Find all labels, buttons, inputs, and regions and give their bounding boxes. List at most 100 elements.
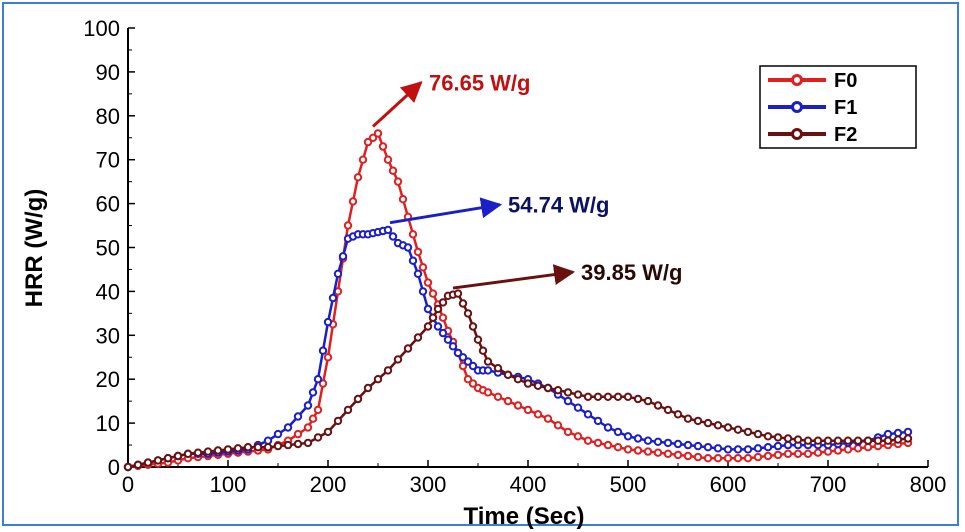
- data-point-f1: [333, 269, 343, 278]
- data-point-f1: [773, 441, 783, 451]
- x-tick-label: 600: [710, 472, 747, 497]
- data-point-f0: [318, 379, 328, 388]
- x-tick-label: 800: [910, 472, 947, 497]
- data-point-f1: [693, 441, 703, 451]
- y-tick-label: 50: [96, 236, 120, 261]
- data-point-f2: [343, 405, 353, 415]
- legend-marker-f2: [791, 128, 803, 140]
- data-point-f2: [263, 443, 273, 452]
- legend-label-f2: F2: [834, 124, 857, 146]
- data-point-f1: [468, 361, 478, 371]
- data-point-f0: [613, 443, 623, 452]
- data-point-f0: [373, 129, 383, 138]
- y-tick-label: 60: [96, 192, 120, 217]
- series-f1: [123, 225, 913, 472]
- data-point-f0: [723, 454, 733, 463]
- data-point-f2: [643, 396, 653, 406]
- data-point-f2: [703, 418, 713, 428]
- data-point-f0: [293, 429, 303, 439]
- data-point-f2: [713, 421, 723, 430]
- data-point-f1: [263, 436, 273, 445]
- y-tick-label: 20: [96, 367, 120, 392]
- data-point-f1: [613, 427, 623, 437]
- data-point-f0: [413, 247, 423, 257]
- data-point-f2: [503, 370, 513, 379]
- data-point-f2: [173, 451, 183, 461]
- x-axis-title: Time (Sec): [464, 503, 585, 530]
- data-point-f0: [673, 450, 683, 460]
- data-point-f2: [593, 392, 603, 401]
- data-point-f2: [653, 401, 663, 410]
- data-point-f2: [323, 427, 333, 437]
- data-point-f1: [593, 416, 603, 426]
- data-point-f2: [533, 381, 543, 390]
- legend-label-f1: F1: [834, 97, 857, 119]
- data-point-f0: [423, 278, 433, 287]
- data-point-f1: [763, 443, 773, 452]
- data-point-f2: [903, 434, 913, 443]
- data-point-f0: [323, 353, 333, 362]
- data-point-f2: [153, 456, 163, 465]
- data-point-f0: [308, 414, 318, 423]
- data-point-f2: [438, 298, 448, 307]
- data-point-f0: [438, 313, 448, 322]
- y-tick-label: 70: [96, 148, 120, 173]
- data-point-f1: [633, 434, 643, 443]
- data-point-f1: [308, 388, 318, 397]
- data-point-f0: [813, 448, 823, 457]
- data-point-f2: [543, 383, 553, 393]
- data-point-f2: [303, 438, 313, 448]
- data-point-f1: [623, 432, 633, 441]
- data-point-f0: [313, 405, 323, 415]
- data-point-f1: [673, 439, 683, 449]
- annotation-arrow-f1: [389, 197, 503, 225]
- data-point-f1: [653, 437, 663, 446]
- data-point-f0: [793, 449, 803, 458]
- data-point-f2: [203, 447, 213, 456]
- data-point-f0: [713, 454, 723, 463]
- data-point-f2: [183, 449, 193, 458]
- data-point-f0: [378, 142, 388, 151]
- data-point-f2: [353, 394, 363, 404]
- data-point-f2: [813, 436, 823, 445]
- data-point-f0: [458, 361, 468, 371]
- legend-entry-f1: F1: [768, 97, 857, 119]
- data-point-f2: [293, 439, 303, 449]
- data-point-f2: [453, 289, 463, 298]
- data-point-f2: [493, 364, 503, 373]
- data-point-f2: [463, 309, 473, 318]
- data-point-f2: [863, 436, 873, 445]
- data-point-f0: [523, 405, 533, 415]
- data-point-f2: [473, 335, 483, 344]
- annotation-arrow-f2: [452, 264, 576, 290]
- data-point-f0: [603, 440, 613, 450]
- data-point-f1: [573, 403, 583, 412]
- data-point-f0: [383, 155, 393, 164]
- data-point-f2: [243, 443, 253, 452]
- data-point-f1: [448, 342, 458, 351]
- y-tick-label: 100: [83, 16, 120, 41]
- data-point-f0: [783, 449, 793, 458]
- data-point-f2: [233, 444, 243, 453]
- data-point-f1: [458, 353, 468, 362]
- data-point-f2: [123, 462, 133, 472]
- data-point-f0: [853, 444, 863, 453]
- data-point-f1: [903, 427, 913, 437]
- data-point-f2: [753, 429, 763, 439]
- y-tick-label: 90: [96, 60, 120, 85]
- data-point-f1: [433, 322, 443, 331]
- data-point-f2: [633, 394, 643, 404]
- data-point-f0: [833, 446, 843, 455]
- data-point-f1: [408, 256, 418, 265]
- data-point-f0: [563, 427, 573, 437]
- data-point-f2: [393, 355, 403, 364]
- data-point-f1: [603, 423, 613, 432]
- data-point-f2: [253, 443, 263, 452]
- data-point-f1: [723, 445, 733, 454]
- data-point-f2: [413, 333, 423, 342]
- data-point-f0: [358, 155, 368, 164]
- data-point-f1: [563, 396, 573, 406]
- data-point-f1: [273, 429, 283, 439]
- data-point-f2: [163, 454, 173, 463]
